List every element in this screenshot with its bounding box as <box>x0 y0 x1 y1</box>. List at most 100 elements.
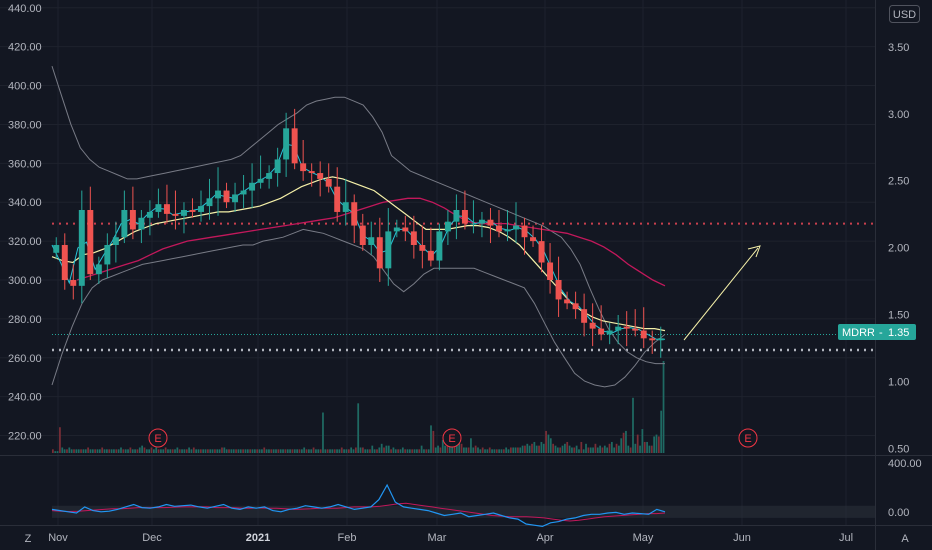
candle-body[interactable] <box>649 338 656 341</box>
candle-body[interactable] <box>623 326 630 329</box>
candle-body[interactable] <box>444 221 451 232</box>
candle-body[interactable] <box>504 229 511 232</box>
candle-body[interactable] <box>530 237 537 242</box>
candle-body[interactable] <box>419 245 426 251</box>
volume-bar <box>432 430 435 453</box>
candle-body[interactable] <box>240 190 247 195</box>
candle-body[interactable] <box>61 245 68 280</box>
candle-body[interactable] <box>564 299 571 304</box>
candle-body[interactable] <box>521 225 528 238</box>
candle-body[interactable] <box>95 264 102 275</box>
candle-body[interactable] <box>172 213 179 216</box>
candle-body[interactable] <box>215 190 222 199</box>
candle-body[interactable] <box>317 173 324 179</box>
earnings-marker[interactable]: E <box>148 428 168 448</box>
candle-body[interactable] <box>87 210 94 275</box>
candle-body[interactable] <box>300 163 307 172</box>
candle-body[interactable] <box>359 225 366 245</box>
candle-body[interactable] <box>308 171 315 174</box>
candle-body[interactable] <box>78 210 85 286</box>
volume-bar <box>188 447 190 453</box>
candle-body[interactable] <box>129 210 136 230</box>
volume-bar <box>596 447 599 453</box>
candle-body[interactable] <box>53 245 60 253</box>
volume-bar <box>89 449 92 453</box>
volume-bar <box>540 441 543 453</box>
candle-body[interactable] <box>393 227 400 232</box>
candle-body[interactable] <box>555 280 562 300</box>
right-price-axis[interactable]: 3.50 3.00 2.50 2.00 1.50 1.00 0.50 <box>888 42 909 455</box>
candle-body[interactable] <box>487 219 494 226</box>
candle-body[interactable] <box>266 173 273 179</box>
volume-bar <box>174 449 176 453</box>
auto-scale-button[interactable]: A <box>901 533 909 545</box>
currency-button[interactable]: USD <box>889 5 920 23</box>
candle-body[interactable] <box>657 338 664 341</box>
candle-body[interactable] <box>470 223 477 225</box>
candle-body[interactable] <box>206 198 213 207</box>
time-axis-label: Nov <box>48 532 68 544</box>
candle-body[interactable] <box>402 227 409 232</box>
candle-body[interactable] <box>368 237 375 245</box>
left-price-axis[interactable]: 440.00 420.00 400.00 380.00 360.00 340.00 320.… <box>8 3 42 443</box>
candle-body[interactable] <box>138 217 145 230</box>
candle-body[interactable] <box>615 326 622 331</box>
candle-body[interactable] <box>581 309 588 323</box>
candlesticks[interactable] <box>53 108 664 358</box>
candle-body[interactable] <box>453 210 460 222</box>
candle-body[interactable] <box>163 204 170 214</box>
candle-body[interactable] <box>274 159 281 174</box>
candle-body[interactable] <box>547 262 554 281</box>
earnings-marker[interactable]: E <box>738 428 758 448</box>
candle-body[interactable] <box>70 280 77 286</box>
volume-bar <box>293 449 296 453</box>
volume-bar <box>256 449 259 453</box>
candle-body[interactable] <box>436 231 443 261</box>
candle-body[interactable] <box>632 328 639 331</box>
candle-body[interactable] <box>257 178 264 183</box>
candle-body[interactable] <box>112 237 119 245</box>
timezone-button[interactable]: Z <box>25 533 32 545</box>
volume-bar <box>303 447 306 453</box>
candle-body[interactable] <box>198 206 204 212</box>
oscillator-axis[interactable]: 400.00 0.00 <box>888 458 922 519</box>
candle-body[interactable] <box>342 202 349 212</box>
candle-body[interactable] <box>538 241 545 263</box>
candle-body[interactable] <box>325 178 332 187</box>
candle-body[interactable] <box>223 190 230 203</box>
candle-body[interactable] <box>291 128 298 164</box>
candle-body[interactable] <box>640 330 647 339</box>
candle-body[interactable] <box>598 328 605 335</box>
candle-body[interactable] <box>410 231 417 245</box>
candle-body[interactable] <box>606 330 613 335</box>
left-axis-tick-label: 220.00 <box>8 431 42 443</box>
candle-body[interactable] <box>146 211 153 218</box>
time-axis[interactable]: Nov Dec 2021 Feb Mar Apr May Jun Jul <box>48 532 853 544</box>
candle-body[interactable] <box>121 210 128 238</box>
candle-body[interactable] <box>189 210 196 212</box>
candle-body[interactable] <box>376 237 383 269</box>
candle-body[interactable] <box>180 210 187 216</box>
candle-body[interactable] <box>104 245 111 265</box>
volume-bar <box>343 449 345 453</box>
candle-body[interactable] <box>461 210 468 224</box>
candle-body[interactable] <box>478 219 485 224</box>
volume-bar <box>470 438 472 453</box>
earnings-marker-label: E <box>744 433 751 445</box>
earnings-marker[interactable]: E <box>442 428 462 448</box>
candle-body[interactable] <box>495 225 502 232</box>
symbol-price-tag[interactable]: MDRR - 1.35 <box>838 324 916 340</box>
candle-body[interactable] <box>589 322 596 329</box>
candle-body[interactable] <box>385 231 392 269</box>
candle-body[interactable] <box>334 186 341 212</box>
candle-body[interactable] <box>427 250 434 261</box>
candle-body[interactable] <box>155 204 162 212</box>
candle-body[interactable] <box>249 182 256 191</box>
candle-body[interactable] <box>232 194 239 203</box>
candle-body[interactable] <box>283 128 290 160</box>
candle-body[interactable] <box>351 202 358 226</box>
candle-body[interactable] <box>513 225 519 230</box>
candle-body[interactable] <box>572 303 579 310</box>
